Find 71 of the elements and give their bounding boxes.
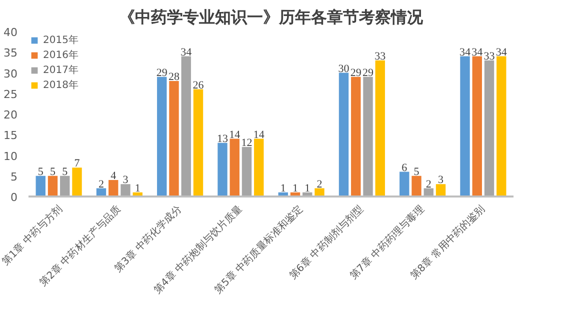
bar xyxy=(436,184,446,196)
data-label: 29 xyxy=(362,66,374,79)
y-tick-label: 5 xyxy=(10,170,18,184)
data-label: 30 xyxy=(338,62,350,75)
y-tick-label: 40 xyxy=(4,26,18,39)
data-label: 28 xyxy=(168,71,180,83)
legend-label: 2016年 xyxy=(43,49,78,62)
y-tick-label: 25 xyxy=(4,88,18,101)
data-label: 33 xyxy=(374,50,386,62)
data-label: 7 xyxy=(74,158,80,170)
bar xyxy=(157,76,167,196)
data-label: 14 xyxy=(253,128,265,141)
bar xyxy=(108,180,118,196)
bar xyxy=(48,176,58,196)
bar xyxy=(412,176,422,196)
data-label: 3 xyxy=(122,174,129,186)
data-label: 2 xyxy=(316,178,322,190)
legend-label: 2018年 xyxy=(43,79,78,92)
data-label: 2 xyxy=(98,178,104,190)
bar xyxy=(242,147,252,196)
data-label: 1 xyxy=(304,182,310,194)
data-label: 26 xyxy=(192,79,204,92)
y-tick-label: 35 xyxy=(4,46,18,60)
y-tick-label: 0 xyxy=(10,191,18,204)
bar xyxy=(181,56,191,196)
y-tick-label: 30 xyxy=(4,67,18,80)
data-label: 34 xyxy=(460,46,471,58)
data-label: 29 xyxy=(156,66,168,79)
data-label: 34 xyxy=(496,46,508,58)
data-label: 34 xyxy=(180,46,192,58)
bar xyxy=(120,184,130,196)
bar xyxy=(496,56,506,196)
bar xyxy=(351,76,361,196)
data-label: 3 xyxy=(438,174,444,186)
data-label: 14 xyxy=(229,128,241,141)
data-label: 5 xyxy=(62,166,68,178)
data-label: 6 xyxy=(402,162,408,174)
bar xyxy=(218,142,228,196)
data-label: 5 xyxy=(414,166,420,178)
bar xyxy=(460,56,470,196)
bar xyxy=(60,176,70,196)
bar xyxy=(254,138,264,196)
data-label: 5 xyxy=(50,166,56,178)
bar xyxy=(169,81,179,196)
bar xyxy=(193,89,204,196)
data-label: 1 xyxy=(292,182,298,194)
bar xyxy=(72,168,82,196)
data-label: 33 xyxy=(484,50,496,62)
bar xyxy=(230,138,240,196)
chart-title: 《中药学专业知识一》历年各章节考察情况 xyxy=(119,8,424,26)
y-tick-label: 15 xyxy=(4,129,18,142)
data-label: 2 xyxy=(426,178,432,190)
data-label: 29 xyxy=(350,66,362,79)
legend-label: 2017年 xyxy=(43,64,78,77)
bar xyxy=(472,56,482,196)
y-tick-label: 10 xyxy=(4,150,18,163)
data-label: 1 xyxy=(280,182,286,194)
bar xyxy=(36,176,46,196)
data-label: 13 xyxy=(217,132,228,145)
legend-label: 2015年 xyxy=(43,34,78,47)
data-label: 1 xyxy=(134,182,140,194)
data-label: 4 xyxy=(110,170,117,182)
data-label: 34 xyxy=(472,46,484,58)
y-tick-label: 20 xyxy=(4,108,18,122)
data-label: 12 xyxy=(241,137,252,149)
data-label: 5 xyxy=(38,166,44,178)
bar xyxy=(375,60,385,196)
bar xyxy=(338,72,349,196)
bar xyxy=(400,172,410,196)
bar xyxy=(363,76,373,196)
bar xyxy=(484,60,494,196)
